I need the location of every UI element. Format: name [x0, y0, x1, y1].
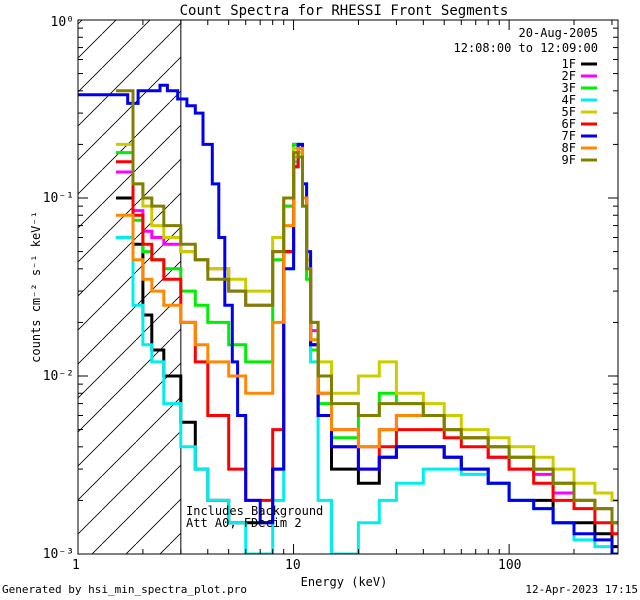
background-hatch-region [78, 20, 181, 554]
series-line-4F [116, 142, 618, 554]
x-tick-label-1: 1 [72, 558, 80, 573]
footer-timestamp: 12-Apr-2023 17:15 [525, 583, 638, 596]
x-axis-label: Energy (keV) [301, 575, 388, 589]
y-tick-label-1e0: 10⁰ [51, 15, 74, 30]
series-line-2F [116, 142, 618, 525]
legend-label-1F: 1F [562, 57, 576, 71]
annotation-background: Includes Background [186, 504, 323, 518]
legend-label-2F: 2F [562, 69, 576, 83]
y-tick-label-1e-3: 10⁻³ [43, 547, 74, 562]
legend-label-4F: 4F [562, 93, 576, 107]
x-axis-ticks [77, 20, 613, 554]
x-tick-label-10: 10 [285, 558, 301, 573]
series-line-9F [116, 89, 618, 525]
legend-label-6F: 6F [562, 117, 576, 131]
legend-date: 20-Aug-2005 [519, 26, 598, 40]
plot-frame [77, 19, 619, 555]
series-line-3F [116, 142, 618, 525]
legend-label-3F: 3F [562, 81, 576, 95]
series-line-1F [116, 155, 618, 549]
x-tick-label-100: 100 [498, 558, 521, 573]
series-group [78, 83, 618, 554]
footer-generated-by: Generated by hsi_min_spectra_plot.pro [2, 583, 248, 596]
y-tick-label-1e-2: 10⁻² [43, 369, 74, 384]
legend-label-8F: 8F [562, 141, 576, 155]
legend-time-range: 12:08:00 to 12:09:00 [454, 41, 599, 55]
y-axis-label: counts cm⁻² s⁻¹ keV⁻¹ [29, 211, 43, 363]
y-tick-label-1e-1: 10⁻¹ [43, 191, 74, 206]
series-line-6F [116, 155, 618, 536]
chart-title: Count Spectra for RHESSI Front Segments [180, 3, 509, 19]
annotation-attenuator: Att A0, FDecim 2 [186, 516, 302, 530]
y-axis-ticks [78, 19, 618, 555]
legend-label-9F: 9F [562, 153, 576, 167]
legend-label-7F: 7F [562, 129, 576, 143]
series-line-8F [116, 146, 618, 525]
legend-label-5F: 5F [562, 105, 576, 119]
